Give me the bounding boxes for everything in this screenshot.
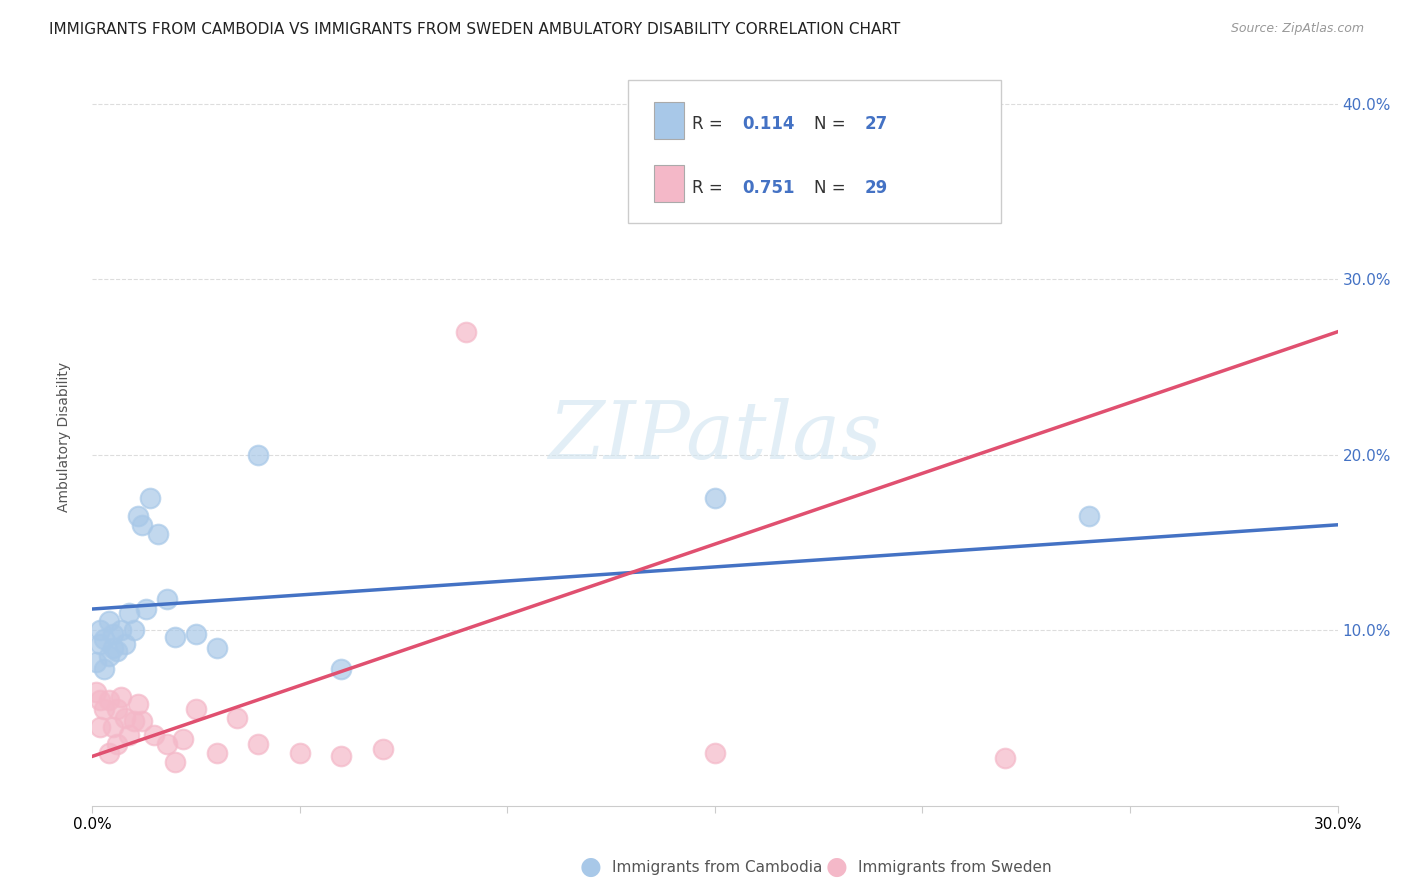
Point — [97, 615, 120, 629]
Text: Source: ZipAtlas.com: Source: ZipAtlas.com — [1230, 22, 1364, 36]
Point — [89, 720, 111, 734]
Text: 29: 29 — [865, 179, 887, 197]
Text: N =: N = — [814, 115, 852, 133]
Point — [247, 737, 270, 751]
Point — [156, 737, 179, 751]
Point — [330, 749, 353, 764]
Point — [156, 591, 179, 606]
Point — [97, 649, 120, 664]
Point — [131, 517, 153, 532]
Point — [143, 728, 166, 742]
Point — [89, 637, 111, 651]
Point — [184, 626, 207, 640]
Text: ●: ● — [579, 855, 602, 879]
Point — [247, 448, 270, 462]
Point — [118, 728, 141, 742]
Point — [131, 714, 153, 729]
Point — [101, 720, 124, 734]
FancyBboxPatch shape — [654, 103, 683, 139]
Point — [89, 693, 111, 707]
Text: R =: R = — [692, 115, 728, 133]
Text: ●: ● — [825, 855, 848, 879]
Text: 0.114: 0.114 — [742, 115, 794, 133]
Point — [84, 684, 107, 698]
Point — [93, 632, 115, 646]
Point — [114, 637, 136, 651]
Point — [118, 606, 141, 620]
Point — [105, 737, 128, 751]
Point — [703, 491, 725, 506]
Point — [226, 711, 249, 725]
Text: IMMIGRANTS FROM CAMBODIA VS IMMIGRANTS FROM SWEDEN AMBULATORY DISABILITY CORRELA: IMMIGRANTS FROM CAMBODIA VS IMMIGRANTS F… — [49, 22, 900, 37]
Point — [288, 746, 311, 760]
Text: 27: 27 — [865, 115, 887, 133]
Point — [165, 755, 187, 769]
Point — [84, 655, 107, 669]
Point — [101, 626, 124, 640]
Point — [1077, 509, 1099, 524]
Point — [148, 526, 170, 541]
Text: Immigrants from Sweden: Immigrants from Sweden — [858, 860, 1052, 874]
Point — [89, 623, 111, 637]
Point — [93, 702, 115, 716]
Point — [139, 491, 162, 506]
Text: R =: R = — [692, 179, 728, 197]
Point — [105, 702, 128, 716]
Point — [101, 640, 124, 655]
Point — [172, 731, 194, 746]
Point — [135, 602, 157, 616]
Point — [105, 644, 128, 658]
Point — [114, 711, 136, 725]
Text: N =: N = — [814, 179, 852, 197]
Y-axis label: Ambulatory Disability: Ambulatory Disability — [58, 362, 72, 512]
Point — [703, 746, 725, 760]
Point — [127, 509, 149, 524]
Text: ZIPatlas: ZIPatlas — [548, 399, 882, 475]
Text: 0.751: 0.751 — [742, 179, 794, 197]
Point — [205, 640, 228, 655]
Point — [97, 746, 120, 760]
Point — [127, 697, 149, 711]
Point — [97, 693, 120, 707]
FancyBboxPatch shape — [627, 79, 1001, 223]
Point — [110, 623, 132, 637]
Point — [205, 746, 228, 760]
Point — [994, 751, 1017, 765]
Point — [122, 623, 145, 637]
Point — [122, 714, 145, 729]
Point — [184, 702, 207, 716]
Point — [165, 630, 187, 644]
Point — [330, 662, 353, 676]
Point — [371, 742, 394, 756]
Point — [93, 662, 115, 676]
Point — [110, 690, 132, 704]
FancyBboxPatch shape — [654, 165, 683, 202]
Point — [454, 325, 477, 339]
Text: Immigrants from Cambodia: Immigrants from Cambodia — [612, 860, 823, 874]
